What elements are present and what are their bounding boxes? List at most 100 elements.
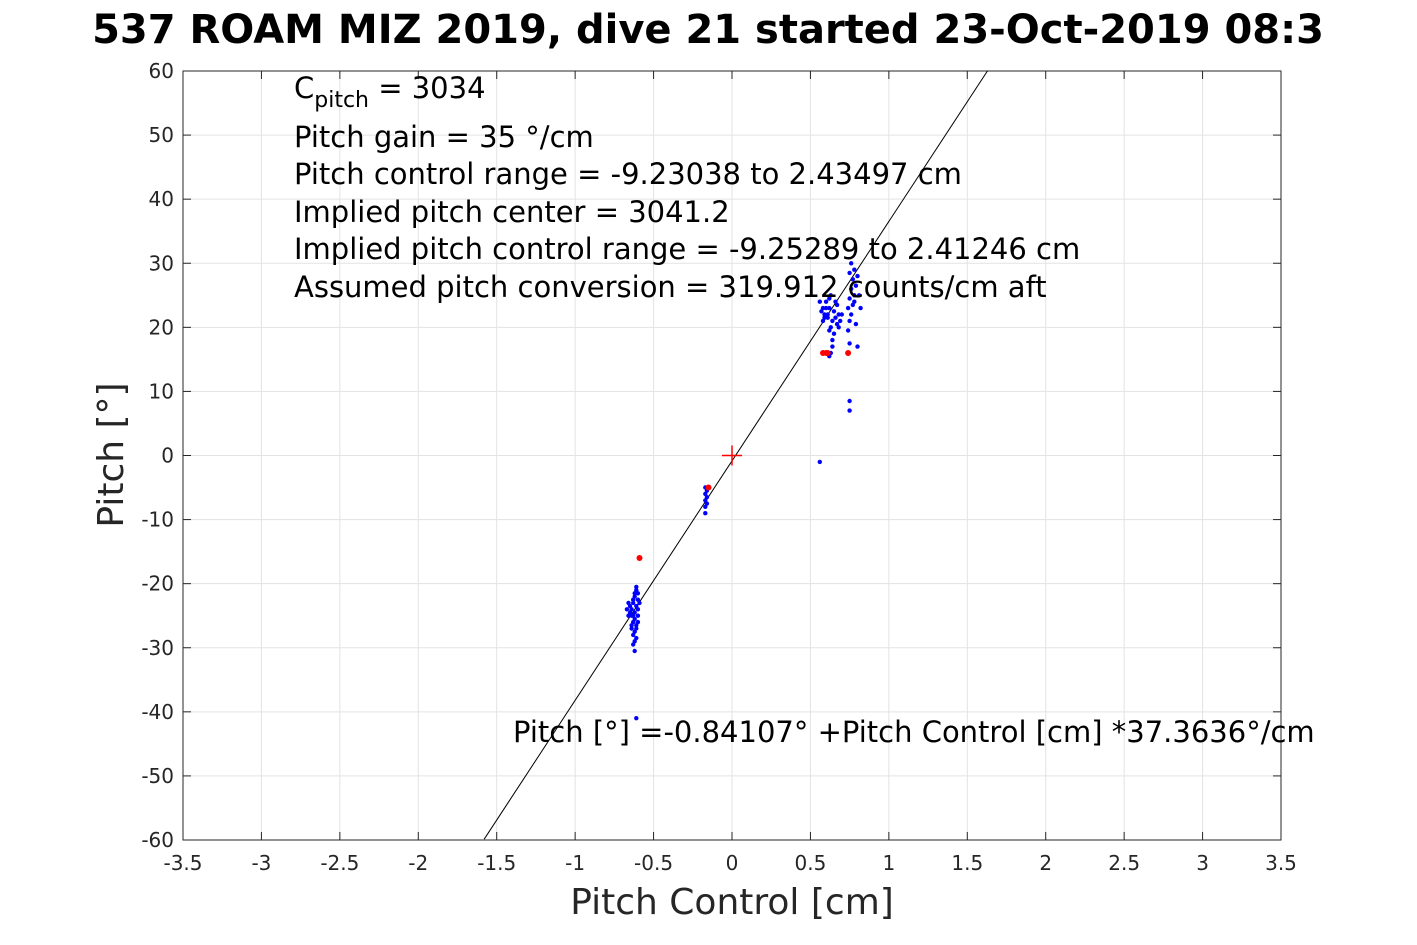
blue-data-point — [820, 305, 826, 311]
y-tick-label: 0 — [161, 444, 174, 468]
blue-data-point — [855, 344, 860, 349]
y-tick-label: 30 — [149, 251, 174, 275]
blue-data-point — [634, 716, 639, 721]
blue-data-point — [817, 459, 822, 465]
grid — [183, 71, 1281, 840]
blue-data-point — [855, 273, 860, 279]
blue-data-point — [845, 328, 851, 333]
blue-data-point — [849, 312, 854, 317]
blue-data-point — [856, 293, 862, 298]
marks — [483, 70, 989, 840]
fit-equation-annotation: Pitch [°] =-0.84107° +Pitch Control [cm]… — [513, 715, 1315, 749]
red-data-point — [845, 350, 852, 356]
x-tick-label: -2 — [408, 851, 428, 875]
blue-data-point — [845, 305, 851, 311]
y-tick-label: 60 — [149, 59, 174, 83]
y-tick-label: -10 — [141, 508, 174, 532]
y-tick-labels: -60 -50 -40 -30 -20 -10 0 10 20 30 40 50 60 — [141, 59, 174, 852]
blue-data-point — [836, 312, 841, 317]
blue-data-point — [831, 331, 837, 336]
x-tick-label: -1.5 — [477, 851, 516, 875]
blue-data-point — [632, 648, 637, 654]
implied-pitch-center-annotation: Implied pitch center = 3041.2 — [294, 195, 730, 229]
blue-data-point — [817, 299, 822, 304]
x-tick-label: -1 — [565, 851, 585, 875]
blue-data-point — [823, 305, 829, 311]
blue-data-point — [847, 296, 852, 301]
blue-data-point — [635, 591, 641, 596]
x-tick-label: 0.5 — [795, 851, 827, 875]
blue-data-point — [637, 600, 642, 606]
y-tick-label: 10 — [149, 379, 174, 403]
assumed-pitch-conversion-annotation: Assumed pitch conversion = 319.912 count… — [294, 270, 1047, 304]
implied-pitch-control-range-annotation: Implied pitch control range = -9.25289 t… — [294, 232, 1081, 266]
blue-data-point — [631, 597, 636, 602]
x-tick-label: 1.5 — [951, 851, 983, 875]
y-tick-label: -30 — [141, 636, 174, 660]
y-tick-label: -50 — [141, 764, 174, 788]
blue-data-point — [634, 584, 639, 590]
blue-data-point — [631, 632, 636, 638]
blue-data-point — [823, 299, 829, 304]
blue-data-point — [704, 501, 710, 506]
blue-data-point — [825, 312, 830, 317]
pitch-control-range-annotation: Pitch control range = -9.23038 to 2.4349… — [294, 157, 962, 191]
x-tick-label: 2 — [1039, 851, 1052, 875]
blue-data-point — [626, 613, 631, 618]
y-tick-label: 40 — [149, 187, 174, 211]
blue-data-point — [850, 302, 855, 308]
y-tick-label: -20 — [141, 572, 174, 596]
red-data-point — [636, 555, 643, 561]
blue-data-point — [830, 337, 835, 343]
blue-data-point — [825, 315, 830, 320]
blue-data-point — [847, 398, 852, 404]
blue-data-point — [820, 318, 826, 324]
blue-data-point — [849, 286, 854, 292]
y-tick-label: 50 — [149, 123, 174, 147]
c-pitch-annotation: Cpitch = 3034 — [294, 70, 486, 112]
x-axis-label: Pitch Control [cm] — [570, 882, 894, 923]
c-pitch-value: = 3034 — [369, 71, 486, 105]
pitch-gain-annotation: Pitch gain = 35 °/cm — [294, 120, 594, 154]
blue-data-point — [624, 607, 630, 612]
blue-data-point — [703, 511, 708, 516]
x-tick-label: -3.5 — [163, 851, 202, 875]
blue-data-point — [850, 277, 855, 282]
ticks — [182, 70, 1282, 841]
y-tick-label: -40 — [141, 700, 174, 724]
blue-data-point — [629, 623, 634, 628]
blue-data-point — [635, 613, 641, 618]
x-tick-label: 2.5 — [1108, 851, 1140, 875]
chart-title: 537 ROAM MIZ 2019, dive 21 started 23-Oc… — [92, 7, 1324, 53]
blue-data-point — [858, 305, 863, 311]
blue-data-point — [849, 261, 854, 266]
c-pitch-symbol: C — [294, 71, 315, 105]
blue-data-point — [852, 293, 857, 298]
blue-data-point — [847, 318, 852, 324]
c-pitch-subscript: pitch — [314, 88, 369, 113]
blue-data-point — [839, 312, 844, 317]
blue-data-point — [822, 312, 827, 317]
y-tick-label: 20 — [149, 315, 174, 339]
y-tick-label: -60 — [141, 828, 174, 852]
red-data-point — [824, 350, 831, 356]
blue-data-point — [631, 613, 636, 618]
blue-data-point — [634, 623, 639, 628]
blue-data-point — [827, 305, 832, 311]
blue-data-point — [830, 318, 835, 324]
x-tick-label: 3 — [1196, 851, 1209, 875]
x-tick-label: -0.5 — [634, 851, 673, 875]
blue-data-point — [847, 341, 852, 346]
blue-data-point — [830, 344, 835, 349]
blue-data-point — [629, 626, 634, 631]
y-axis-label: Pitch [°] — [91, 382, 132, 527]
x-tick-label: 3.5 — [1265, 851, 1297, 875]
blue-data-point — [853, 321, 859, 327]
blue-data-point — [853, 283, 859, 288]
blue-data-point — [634, 603, 639, 609]
blue-data-point — [831, 309, 837, 314]
x-tick-label: -2.5 — [320, 851, 359, 875]
blue-data-point — [828, 325, 833, 330]
